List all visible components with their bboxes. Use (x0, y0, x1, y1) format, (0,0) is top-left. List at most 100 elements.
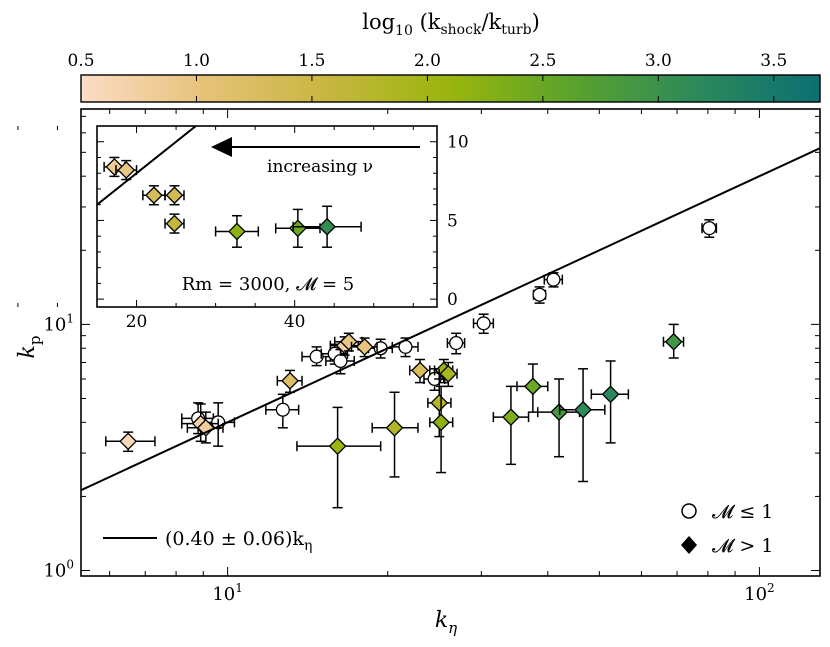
circle-marker (702, 221, 717, 236)
diamond-marker (385, 418, 404, 437)
circle-marker (275, 402, 290, 417)
circle-marker (546, 272, 561, 287)
data-point-supersonic (558, 368, 606, 483)
diamond-marker (664, 332, 683, 351)
legend-diamond-label: 𝓜 > 1 (712, 535, 773, 557)
colorbar-tick-label: 1.0 (183, 51, 210, 71)
data-point-supersonic (276, 369, 303, 393)
inset-y-tick-label: 10 (447, 133, 469, 153)
circle-marker (476, 316, 491, 331)
x-tick-label: 101 (212, 581, 243, 605)
data-point-subsonic (701, 219, 718, 238)
circle-marker (449, 335, 464, 351)
diamond-marker (430, 393, 449, 412)
diamond-marker (439, 364, 458, 383)
colorbar-ticks: 0.5 1.0 1.5 2.0 2.5 3.0 3.5 (67, 51, 787, 102)
arrow-head (211, 137, 232, 157)
colorbar-gradient (80, 74, 821, 103)
data-point-supersonic (438, 361, 458, 388)
diamond-marker (318, 217, 337, 236)
colorbar: 0.5 1.0 1.5 2.0 2.5 3.0 3.5 (67, 51, 821, 103)
legend-circle-label: 𝓜 ≤ 1 (712, 501, 773, 523)
diamond-marker (281, 371, 299, 390)
diamond-marker (328, 437, 347, 456)
diamond-marker (145, 186, 163, 205)
colorbar-tick-label: 0.5 (67, 51, 94, 71)
y-axis-label: kp (15, 336, 44, 359)
colorbar-tick-label: 2.0 (414, 51, 441, 71)
inset-data-point (115, 159, 138, 181)
diamond-marker (117, 161, 136, 179)
legend-fit-label: (0.40 ± 0.06)kη (165, 528, 312, 554)
x-tick-label: 102 (744, 581, 775, 605)
data-point-subsonic (543, 272, 564, 288)
diamond-marker (339, 332, 358, 351)
colorbar-tick-label: 3.5 (760, 51, 787, 71)
data-point-subsonic (532, 286, 547, 304)
x-axis-label: kη (435, 608, 457, 637)
colorbar-tick-label: 3.0 (645, 51, 672, 71)
inset-data-point (214, 214, 260, 248)
colorbar-tick-label: 1.5 (298, 51, 325, 71)
diamond-marker (119, 432, 138, 451)
diamond-marker (601, 385, 620, 404)
inset-annotation: Rm = 3000, 𝓜 = 5 (182, 274, 355, 295)
data-point-supersonic (350, 337, 378, 358)
data-point-supersonic (105, 431, 156, 453)
colorbar-tick-label: 2.5 (529, 51, 556, 71)
legend-diamond-marker (681, 536, 697, 554)
data-point-supersonic (537, 378, 581, 458)
inset-axes-frame (96, 125, 438, 308)
inset-y-tick-label: 0 (447, 290, 458, 310)
inset-y-tick-label: 5 (447, 211, 458, 231)
data-point-supersonic (590, 360, 630, 444)
data-point-supersonic (333, 332, 363, 352)
circle-marker (309, 349, 324, 364)
inset-plot: 20 40 0 5 10 increasing ν Rm = 3000, 𝓜 = 5 (17, 125, 469, 332)
inset-fit-line (97, 126, 198, 206)
inset-data-points (103, 156, 362, 248)
inset-x-tick-label: 20 (126, 312, 148, 332)
data-point-supersonic (186, 411, 224, 444)
colorbar-title: log10 (kshock/kturb) (362, 10, 540, 39)
circle-marker (333, 353, 348, 369)
main-data-points (105, 219, 718, 509)
y-tick-label: 100 (43, 558, 74, 582)
diamond-marker (355, 337, 374, 356)
diamond-marker (228, 222, 246, 241)
inset-data-point (164, 185, 185, 206)
main-axes-frame (80, 108, 821, 577)
inset-data-point (164, 213, 185, 234)
legend-circle-marker (681, 503, 697, 519)
diamond-marker (411, 361, 429, 380)
circle-marker (532, 287, 547, 302)
y-tick-label: 101 (43, 311, 74, 335)
data-point-supersonic (371, 391, 419, 478)
inset-background (97, 126, 437, 307)
data-point-supersonic (429, 385, 454, 474)
data-point-subsonic (265, 393, 300, 429)
data-point-supersonic (408, 358, 431, 384)
data-point-supersonic (662, 323, 685, 359)
diamond-marker (523, 377, 542, 396)
diamond-marker (574, 400, 592, 419)
data-point-subsonic (446, 332, 466, 355)
data-point-supersonic (296, 406, 382, 509)
inset-arrow-label: increasing ν (267, 157, 373, 177)
data-point-subsonic (391, 337, 419, 358)
diamond-marker (196, 418, 215, 437)
diamond-marker (502, 408, 520, 427)
inset-axis-ticks: 20 40 0 5 10 (17, 126, 469, 332)
inset-data-point (292, 205, 362, 248)
legend: (0.40 ± 0.06)kη 𝓜 ≤ 1 𝓜 > 1 (103, 501, 773, 557)
data-point-supersonic (516, 363, 549, 413)
inset-arrow (211, 137, 420, 157)
diamond-marker (165, 214, 184, 233)
diamond-marker (165, 186, 184, 205)
diamond-marker (432, 413, 451, 432)
main-fit-line (81, 147, 820, 492)
data-point-subsonic (472, 313, 495, 335)
